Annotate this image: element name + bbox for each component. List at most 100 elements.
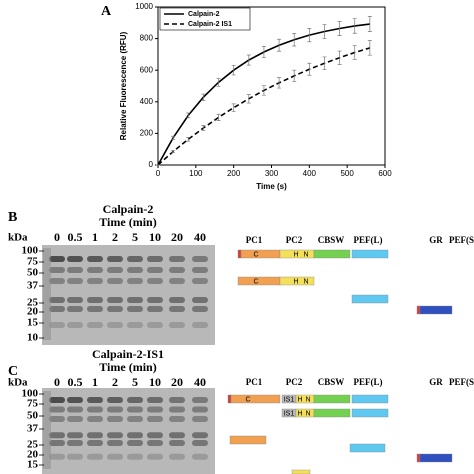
domain-header: PEF(S) — [449, 235, 474, 245]
x-tick-label: 300 — [265, 169, 279, 178]
marker-label: 75 — [27, 398, 39, 410]
domain-label: C — [253, 251, 258, 258]
gel-band — [49, 406, 65, 413]
gel-band — [127, 256, 143, 262]
gel-band — [87, 440, 103, 447]
gel-band — [107, 432, 123, 439]
gel-band — [147, 432, 163, 439]
lane-label: 5 — [132, 230, 138, 244]
panel-label: A — [101, 4, 112, 19]
error-bar — [277, 38, 282, 52]
domain-label: N — [303, 278, 308, 285]
gel-band — [127, 397, 143, 404]
gel-band — [192, 397, 208, 404]
error-bar — [186, 137, 191, 142]
gel-band — [147, 440, 163, 447]
lane-label: 40 — [194, 375, 206, 389]
y-tick-label: 800 — [140, 34, 154, 43]
gel-band — [87, 322, 103, 328]
domain-header: PC2 — [286, 377, 303, 387]
gel-band — [127, 432, 143, 439]
gel-band — [127, 322, 143, 328]
series-line — [157, 47, 371, 166]
lane-label: 20 — [171, 230, 183, 244]
x-tick-label: 400 — [303, 169, 317, 178]
gel-band — [127, 440, 143, 447]
domain-header: PEF(L) — [354, 235, 383, 245]
domain — [227, 394, 232, 404]
gel-band — [67, 256, 83, 262]
error-bar — [171, 135, 176, 140]
gel-band — [107, 256, 123, 262]
legend-label: Calpain-2 — [188, 11, 220, 18]
gel-band — [107, 406, 123, 413]
gel-band — [147, 322, 163, 328]
domain — [416, 453, 421, 463]
y-tick-label: 1000 — [135, 2, 153, 11]
x-tick-label: 100 — [189, 169, 203, 178]
gel-band — [67, 322, 83, 328]
gel-band — [127, 306, 143, 312]
domain — [351, 294, 389, 304]
gel-band — [127, 278, 143, 284]
domain-header: CBSW — [318, 377, 345, 387]
marker-label: 50 — [27, 410, 39, 422]
panel-label: B — [8, 210, 17, 225]
gel-band — [147, 306, 163, 312]
gel-band — [87, 278, 103, 284]
gel-band — [87, 432, 103, 439]
error-bar — [367, 40, 372, 56]
gel-band — [87, 406, 103, 413]
error-bar — [352, 45, 357, 60]
marker-label: 25 — [27, 297, 39, 309]
domain-label: H — [293, 278, 298, 285]
gel-band — [107, 297, 123, 303]
error-bar — [367, 16, 372, 32]
gel-band — [49, 397, 65, 404]
marker-label: 37 — [27, 280, 39, 292]
gel-band — [169, 322, 185, 328]
gel-band — [49, 297, 65, 303]
domain-header: GR — [429, 235, 443, 245]
gel-band — [127, 267, 143, 273]
marker-label: 15 — [27, 317, 39, 329]
domain-label: N — [305, 410, 310, 417]
gel-band — [192, 453, 208, 460]
error-bar — [277, 77, 282, 89]
marker-label: 25 — [27, 439, 39, 451]
gel-band — [49, 415, 65, 422]
marker-label: 15 — [27, 459, 39, 471]
domain-label: IS1 — [284, 410, 295, 417]
domain — [240, 249, 281, 259]
x-axis-label: Time (s) — [256, 182, 287, 191]
lane-label: 2 — [112, 375, 118, 389]
gel-band — [192, 322, 208, 328]
error-bar — [261, 85, 266, 96]
lane-label: 10 — [149, 230, 161, 244]
gel-band — [127, 415, 143, 422]
gel-band — [169, 256, 185, 262]
gel-band — [169, 297, 185, 303]
gel-band — [147, 397, 163, 404]
gel-title: Calpain-2-IS1 — [92, 347, 164, 361]
x-tick-label: 200 — [227, 169, 241, 178]
gel-band — [169, 406, 185, 413]
domain-header: PC1 — [246, 235, 263, 245]
domain — [419, 453, 453, 463]
domain-label: IS1 — [284, 396, 295, 403]
error-bar — [246, 54, 251, 66]
gel-band — [169, 278, 185, 284]
gel-band — [127, 406, 143, 413]
error-bar — [292, 33, 297, 47]
lane-label: 1 — [92, 230, 98, 244]
error-bar — [261, 46, 266, 58]
marker-label: 10 — [27, 332, 39, 344]
y-tick-label: 600 — [140, 65, 154, 74]
lane-label: 0.5 — [68, 375, 83, 389]
gel-subtitle: Time (min) — [99, 360, 156, 374]
gel-band — [107, 322, 123, 328]
lane-label: 40 — [194, 230, 206, 244]
error-bar — [216, 113, 221, 121]
error-bar — [171, 149, 176, 154]
error-bar — [292, 69, 297, 82]
